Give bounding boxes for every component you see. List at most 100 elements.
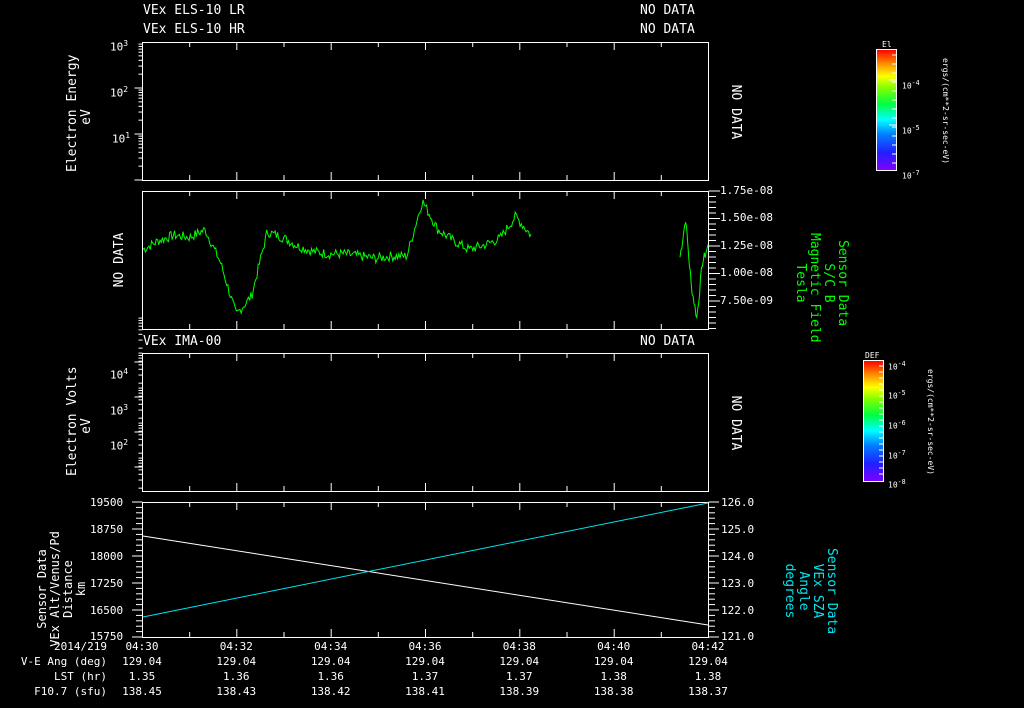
row-label-f107: F10.7 (sfu) [34,685,107,698]
panel1-status-lr: NO DATA [640,3,695,18]
sza-label-line3: Angle [796,571,811,611]
x-axis-date: 2014/219 [54,640,107,653]
colorbar-el-tick-1: 10-4 [902,79,920,91]
colorbar-def-units: ergs/(cm**2-sr-sec-eV) [926,369,935,475]
distance-ytick-18750: 18750 [90,523,124,536]
sza-ytick-122: 122.0 [721,604,755,617]
colorbar-def-tick-1: 10-4 [888,360,906,372]
f107-value: 138.41 [405,685,445,698]
distance-line [142,535,709,626]
panel1-title-hr: VEx ELS-10 HR [143,22,245,37]
colorbar-el-tick-3: 10-7 [902,169,920,181]
distance-ytick-17250: 17250 [90,577,124,590]
x-tick-label: 04:38 [502,640,536,653]
f107-value: 138.45 [122,685,162,698]
ve-ang-value: 129.04 [499,655,540,668]
sza-ytick-126: 126.0 [721,496,755,509]
panel4-left-label: Sensor Data VEx Alt/Venus/Pd Distance km [35,519,88,659]
panel3-ytick-1e4: 104 [110,367,129,382]
colorbar-el-tick-2: 10-5 [902,124,920,136]
panel2-left-status: NO DATA [112,232,127,288]
sza-ytick-125: 125.0 [721,523,755,536]
colorbar-el-units: ergs/(cm**2-sr-sec-eV) [941,58,950,164]
panel1-ytick-1e2: 102 [110,85,129,100]
panel1-status-hr: NO DATA [640,22,695,37]
panel3-side-status: NO DATA [728,395,743,451]
magnetic-field-trace [142,199,532,315]
magnetic-field-trace-end [679,221,709,320]
panel-distance-sza-frame [142,502,709,638]
colorbar-def-tick-2: 10-5 [888,389,906,401]
panel-electron-volts-frame [142,353,709,492]
row-label-lst: LST (hr) [54,670,107,683]
x-tick-label: 04:34 [314,640,348,653]
colorbar-def [863,360,884,482]
axis-ticks [132,42,720,638]
distance-ytick-15750: 15750 [90,630,124,643]
x-tick-label: 04:42 [691,640,725,653]
f107-value: 138.42 [310,685,351,698]
panel3-ytick-1e2: 102 [110,438,129,453]
panel1-ylabel: Electron Energy eV [65,54,94,172]
ve-ang-value: 129.04 [310,655,351,668]
bfield-ytick-5: 7.50e-09 [720,294,773,307]
ve-ang-value: 129.04 [122,655,162,668]
distance-ytick-18000: 18000 [90,550,124,563]
colorbar-def-tick-4: 10-7 [888,449,906,461]
panel1-ytick-1e1: 101 [112,131,131,146]
ve-ang-value: 129.04 [688,655,728,668]
panel3-ylabel-text: Electron Volts [65,366,80,476]
x-tick-label: 04:36 [408,640,442,653]
panel3-ytick-1e3: 103 [110,403,129,418]
f107-value: 138.43 [216,685,257,698]
panel3-title: VEx IMA-00 [143,334,222,349]
panel1-side-status: NO DATA [728,84,743,140]
panel1-title-lr: VEx ELS-10 LR [143,3,245,18]
ve-ang-value: 129.04 [593,655,634,668]
sza-ytick-124: 124.0 [721,550,755,563]
x-tick-label: 04:40 [597,640,631,653]
lst-value: 1.37 [411,670,439,683]
lst-value: 1.38 [694,670,722,683]
sza-line [142,502,709,618]
colorbar-def-title: DEF [865,351,880,360]
sza-ytick-121: 121.0 [721,630,755,643]
panel1-ytick-1e3: 103 [110,39,129,54]
f107-value: 138.39 [499,685,540,698]
colorbar-def-tick-5: 10-8 [888,478,906,490]
sza-ytick-123: 123.0 [721,577,755,590]
sza-label-line4: degrees [782,563,797,619]
lst-value: 1.35 [128,670,156,683]
sza-label-line2: VEx SZA [810,563,825,619]
x-tick-label: 04:30 [125,640,159,653]
lst-value: 1.38 [600,670,627,683]
lst-value: 1.37 [506,670,533,683]
panel3-status: NO DATA [640,334,695,349]
distance-ytick-19500: 19500 [90,496,124,509]
bfield-ytick-3: 1.25e-08 [720,239,773,252]
ve-ang-value: 129.04 [405,655,445,668]
row-label-ve-ang: V-E Ang (deg) [20,655,107,668]
x-tick-label: 04:32 [219,640,253,653]
panel2-right-label: Sensor Data S/C B Magnetic Field Tesla [793,233,850,343]
bfield-label-line3: Magnetic Field [807,233,822,343]
f107-value: 138.37 [688,685,728,698]
panel3-ylabel: Electron Volts eV [65,366,94,476]
panel1-ylabel-units: eV [79,109,94,125]
f107-value: 138.38 [593,685,634,698]
bfield-ytick-2: 1.50e-08 [720,211,773,224]
lst-value: 1.36 [223,670,250,683]
panel-electron-energy-frame [142,42,709,181]
panel3-ylabel-units: eV [79,418,94,434]
sza-label-line1: Sensor Data [824,547,839,635]
panel-magnetic-field-frame [142,191,709,330]
ve-ang-value: 129.04 [216,655,257,668]
distance-ytick-16500: 16500 [90,604,124,617]
bfield-label-line1: Sensor Data [835,239,850,327]
bfield-label-line2: S/C B [821,263,836,303]
panel4-right-label: Sensor Data VEx SZA Angle degrees [782,526,839,656]
panel1-ylabel-text: Electron Energy [65,54,80,172]
bfield-ytick-4: 1.00e-08 [720,266,773,279]
bfield-label-line4: Tesla [793,263,808,303]
